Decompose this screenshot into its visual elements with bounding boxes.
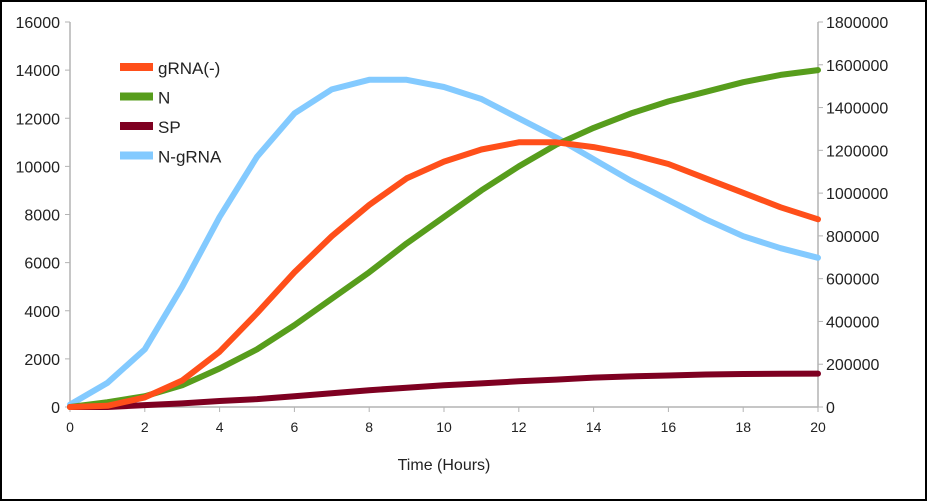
x-tick-label: 6: [291, 419, 299, 435]
y2-tick-label: 1000000: [826, 186, 888, 203]
legend-label: SP: [158, 118, 181, 137]
y-tick-label: 4000: [24, 304, 60, 321]
x-tick-label: 14: [586, 419, 602, 435]
y-tick-label: 16000: [16, 15, 61, 32]
y2-tick-label: 0: [826, 400, 835, 417]
legend-swatch: [120, 63, 153, 71]
y-tick-label: 14000: [16, 63, 61, 80]
x-axis-label: Time (Hours): [398, 457, 491, 474]
x-tick-label: 4: [216, 419, 224, 435]
legend-label: N: [158, 89, 170, 108]
series-line-grna-: [67, 139, 821, 410]
y-tick-label: 0: [51, 400, 60, 417]
legend-label: N-gRNA: [158, 148, 222, 167]
x-tick-label: 0: [66, 419, 74, 435]
x-tick-label: 20: [810, 419, 826, 435]
y2-tick-label: 1400000: [826, 101, 888, 118]
y-tick-label: 6000: [24, 256, 60, 273]
legend-swatch: [120, 122, 153, 130]
y2-tick-label: 1800000: [826, 15, 888, 32]
legend-swatch: [120, 151, 153, 160]
series-line-n: [67, 67, 821, 410]
x-tick-label: 2: [141, 419, 149, 435]
y-tick-label: 2000: [24, 352, 60, 369]
y-tick-label: 12000: [16, 111, 61, 128]
y2-tick-label: 1600000: [826, 58, 888, 75]
x-tick-label: 12: [511, 419, 527, 435]
x-tick-label: 10: [436, 419, 452, 435]
legend-swatch: [120, 92, 153, 101]
y2-tick-label: 600000: [826, 272, 879, 289]
y-tick-label: 10000: [16, 159, 61, 176]
y2-tick-label: 400000: [826, 314, 879, 331]
series-line-n-grna: [67, 76, 821, 408]
y2-tick-label: 200000: [826, 357, 879, 374]
y2-tick-label: 800000: [826, 229, 879, 246]
x-tick-label: 16: [661, 419, 677, 435]
x-tick-label: 18: [735, 419, 751, 435]
legend-label: gRNA(-): [158, 59, 220, 78]
y2-tick-label: 1200000: [826, 143, 888, 160]
x-tick-label: 8: [365, 419, 373, 435]
series-line-sp: [67, 370, 821, 410]
y-tick-label: 8000: [24, 208, 60, 225]
